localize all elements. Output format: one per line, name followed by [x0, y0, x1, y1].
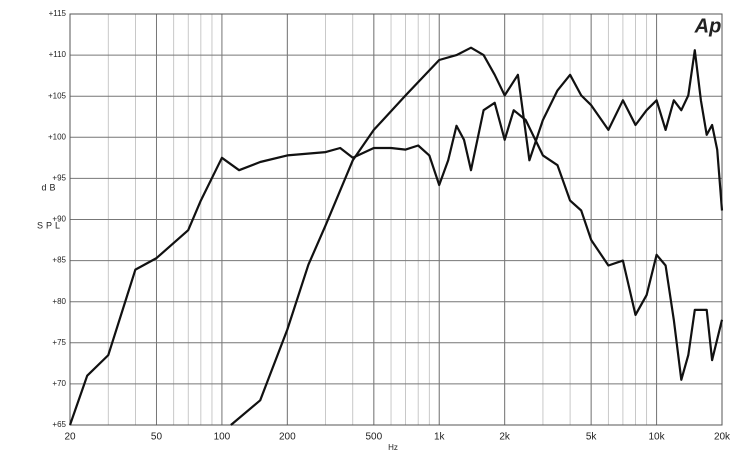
x-tick-label: 20	[64, 432, 76, 443]
x-tick-label: 1k	[434, 432, 446, 443]
x-axis-label: Hz	[388, 443, 398, 452]
y-axis-label: SPL	[37, 220, 63, 230]
x-tick-label: 5k	[586, 432, 598, 443]
y-tick-label: +115	[49, 9, 67, 18]
series-line	[68, 101, 724, 426]
logo: Ap	[694, 15, 722, 37]
y-tick-label: +90	[52, 215, 66, 224]
y-tick-label: +65	[52, 420, 66, 429]
y-tick-label: +75	[52, 338, 66, 347]
x-tick-label: 20k	[714, 432, 731, 443]
plot-frame	[69, 13, 723, 426]
y-tick-label: +110	[49, 50, 67, 59]
x-tick-label: 200	[279, 432, 296, 443]
series-line	[230, 46, 724, 426]
y-tick-label: +70	[52, 379, 66, 388]
x-tick-label: 50	[151, 432, 163, 443]
y-tick-label: +95	[52, 174, 66, 183]
y-tick-label: +100	[48, 132, 67, 141]
y-tick-label: +105	[48, 91, 67, 100]
x-tick-label: 100	[214, 432, 231, 443]
x-tick-label: 10k	[649, 432, 666, 443]
grid	[69, 13, 723, 426]
x-tick-label: 500	[365, 432, 382, 443]
y-axis-label: dB	[41, 182, 58, 192]
y-tick-label: +80	[52, 297, 66, 306]
y-tick-label: +85	[52, 256, 66, 265]
x-tick-label: 2k	[499, 432, 511, 443]
